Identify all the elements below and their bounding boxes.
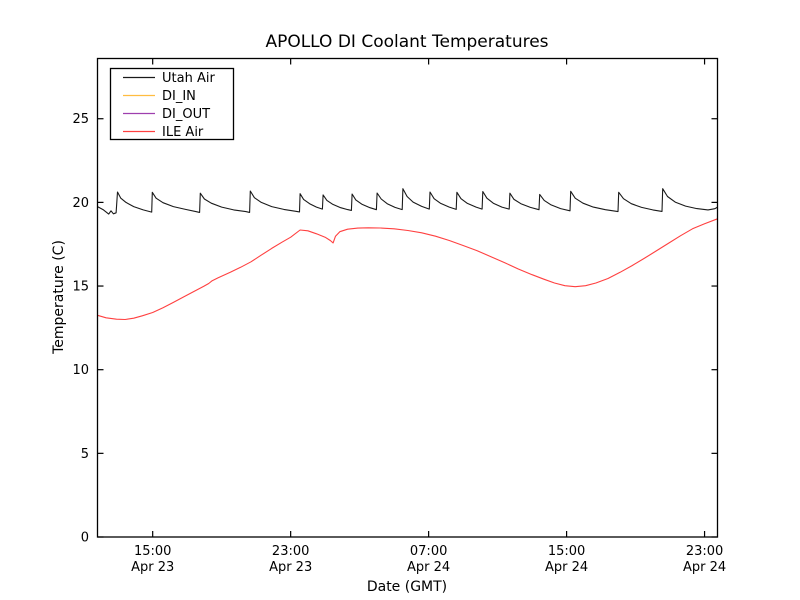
legend: Utah Air DI_IN DI_OUT ILE Air — [109, 67, 235, 141]
y-tick-label: 10 — [72, 363, 89, 378]
series-line-ile-air — [97, 218, 718, 321]
legend-box — [109, 67, 235, 141]
x-tick-time-label: 15:00 — [134, 544, 171, 559]
series-layer — [97, 188, 718, 321]
x-tick-date-label: Apr 23 — [131, 560, 174, 575]
axes-frame — [96, 57, 719, 538]
x-tick-time-label: 15:00 — [548, 544, 585, 559]
legend-label-ile-air: ILE Air — [162, 125, 204, 140]
y-tick-label: 25 — [72, 112, 89, 127]
x-tick-date-label: Apr 24 — [683, 560, 726, 575]
y-tick-label: 0 — [81, 531, 89, 546]
x-axis-label: Date (GMT) — [367, 579, 447, 595]
x-tick-date-label: Apr 24 — [545, 560, 588, 575]
chart-title: APOLLO DI Coolant Temperatures — [265, 32, 548, 52]
x-tick-time-label: 23:00 — [272, 544, 309, 559]
x-tick-time-label: 23:00 — [686, 544, 723, 559]
x-tick-date-label: Apr 23 — [269, 560, 312, 575]
y-tick-label: 15 — [72, 280, 89, 295]
y-tick-label: 5 — [81, 447, 89, 462]
x-tick-date-label: Apr 24 — [407, 560, 450, 575]
y-tick-label: 20 — [72, 196, 89, 211]
legend-label-utah-air: Utah Air — [162, 71, 215, 86]
y-axis-label: Temperature (C) — [51, 240, 67, 355]
series-line-utah-air — [97, 188, 718, 215]
legend-label-di-in: DI_IN — [162, 89, 196, 104]
x-tick-time-label: 07:00 — [410, 544, 447, 559]
legend-label-di-out: DI_OUT — [162, 107, 210, 122]
